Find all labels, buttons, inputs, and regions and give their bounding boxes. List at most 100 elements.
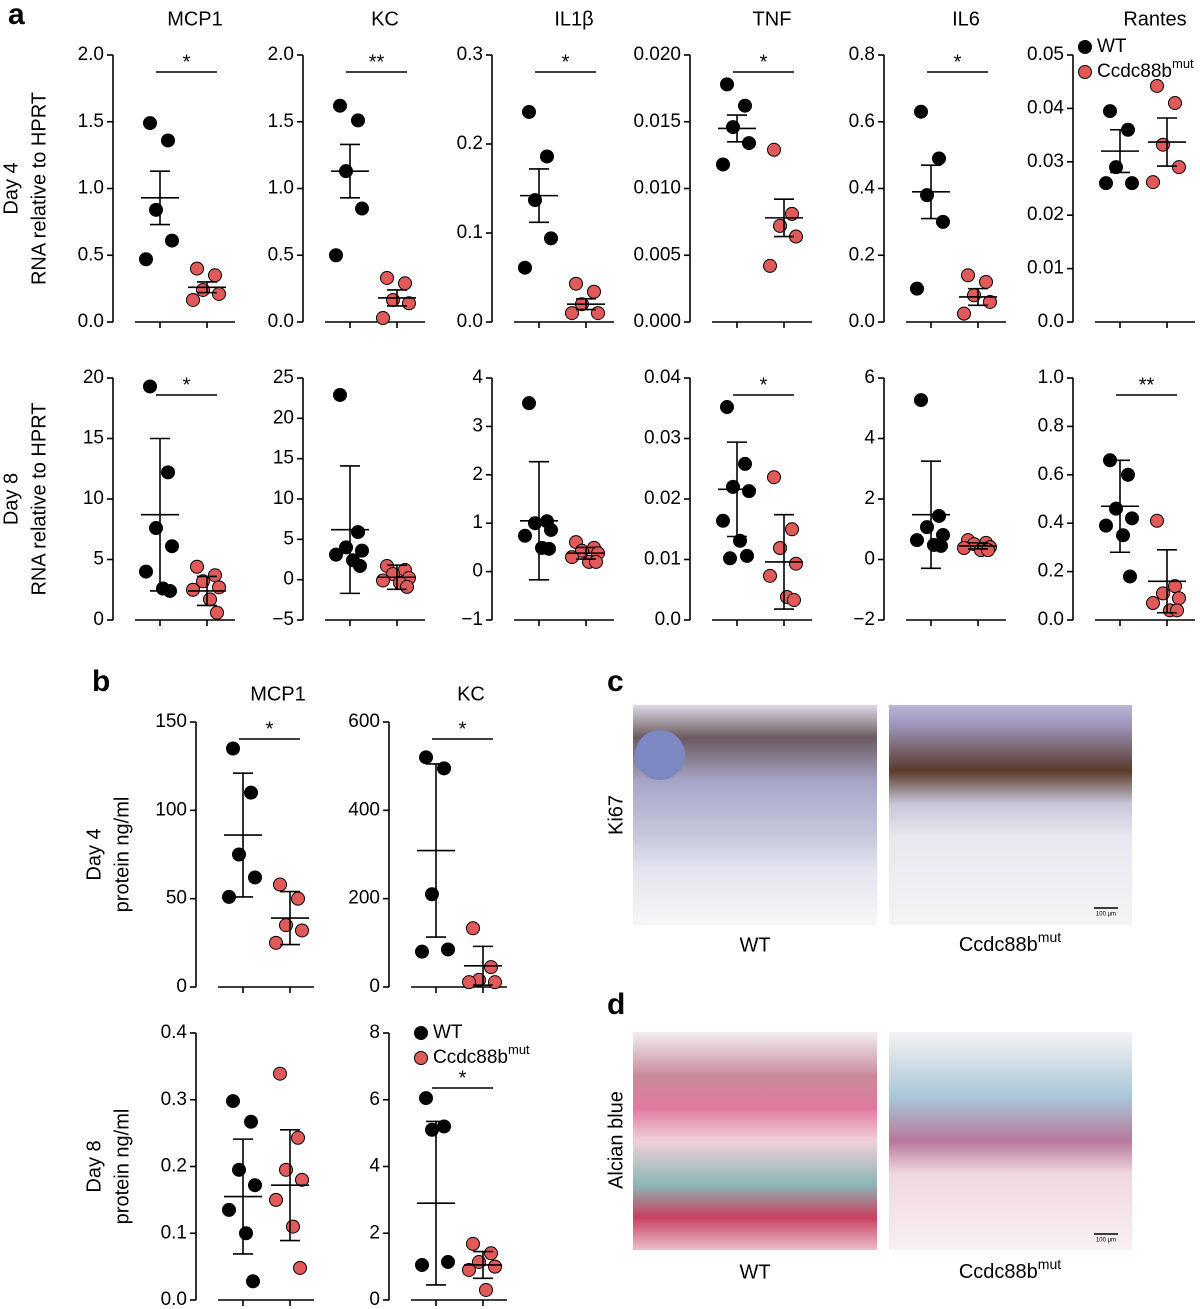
data-point xyxy=(244,1114,258,1129)
data-point xyxy=(910,533,924,548)
y-tick-label: 0.0 xyxy=(849,311,875,332)
y-axis-label: Day 4 xyxy=(83,828,105,880)
data-point xyxy=(190,559,204,574)
y-tick-label: 0.2 xyxy=(849,244,875,265)
y-tick-label: 0.03 xyxy=(644,428,681,449)
data-point xyxy=(248,1178,262,1193)
y-tick-label: 400 xyxy=(348,799,380,820)
y-tick-label: 0.4 xyxy=(849,178,876,199)
data-point xyxy=(380,270,394,285)
data-point xyxy=(239,1226,253,1241)
data-point xyxy=(139,564,153,579)
y-tick-label: 0.0 xyxy=(1038,609,1064,630)
data-point xyxy=(742,484,756,499)
panel-letter: c xyxy=(607,665,624,698)
y-tick-label: 0.4 xyxy=(1038,512,1065,533)
data-point xyxy=(293,1260,307,1275)
legend-label: Ccdc88bmut xyxy=(433,1042,530,1068)
image-caption: WT xyxy=(739,934,770,956)
significance-label: * xyxy=(183,374,191,396)
y-tick-label: −5 xyxy=(272,609,294,630)
y-tick-label: 0.2 xyxy=(1038,561,1064,582)
y-tick-label: 0.020 xyxy=(633,44,681,65)
significance-label: * xyxy=(760,51,768,73)
data-point xyxy=(936,214,950,229)
y-tick-label: 0 xyxy=(369,1289,380,1309)
data-point xyxy=(295,1172,309,1187)
data-point xyxy=(1125,511,1139,526)
data-point xyxy=(273,1066,287,1081)
y-axis-label: Day 8 xyxy=(0,473,22,525)
data-point xyxy=(190,261,204,276)
micrograph xyxy=(889,1032,1132,1250)
data-point xyxy=(246,1274,260,1289)
data-point xyxy=(143,379,157,394)
y-tick-label: 0.0 xyxy=(457,311,483,332)
y-tick-label: 15 xyxy=(273,448,294,469)
y-tick-label: 0.010 xyxy=(633,178,681,199)
y-tick-label: 10 xyxy=(83,488,104,509)
data-point xyxy=(716,157,730,172)
data-point xyxy=(248,870,262,885)
significance-label: * xyxy=(266,718,274,740)
y-tick-label: 0 xyxy=(472,561,483,582)
legend-text: WT xyxy=(433,1022,463,1043)
y-tick-label: 50 xyxy=(166,888,187,909)
data-point xyxy=(415,944,429,959)
y-tick-label: 10 xyxy=(273,488,294,509)
data-point xyxy=(351,525,365,540)
y-tick-label: 0.015 xyxy=(633,111,681,132)
data-point xyxy=(720,400,734,415)
data-point xyxy=(376,573,390,588)
y-tick-label: 6 xyxy=(864,367,875,388)
legend-text: WT xyxy=(1097,36,1127,57)
chart-title: KC xyxy=(457,683,485,705)
y-tick-label: 0.1 xyxy=(161,1222,187,1243)
y-tick-label: 8 xyxy=(369,1022,380,1043)
data-point xyxy=(742,136,756,151)
data-point xyxy=(143,116,157,131)
legend-marker xyxy=(1078,65,1092,79)
legend-sup: mut xyxy=(508,1042,530,1057)
data-point xyxy=(484,960,498,975)
y-tick-label: 600 xyxy=(348,711,380,732)
y-tick-label: 0.000 xyxy=(633,311,681,332)
data-point xyxy=(723,551,737,566)
data-point xyxy=(479,1282,493,1297)
image-caption: Ccdc88bmut xyxy=(959,929,1061,957)
data-point xyxy=(400,579,414,594)
data-point xyxy=(1123,569,1137,584)
data-point xyxy=(333,98,347,113)
y-tick-label: 0.8 xyxy=(1038,415,1064,436)
y-tick-label: 0.005 xyxy=(633,244,681,265)
data-point xyxy=(208,568,222,583)
data-point xyxy=(910,281,924,296)
y-tick-label: 0 xyxy=(93,609,104,630)
significance-label: ** xyxy=(369,51,385,73)
micrograph xyxy=(633,1032,877,1250)
y-tick-label: 0.8 xyxy=(849,44,875,65)
chart-title: IL6 xyxy=(952,8,980,30)
data-point xyxy=(466,1236,480,1251)
y-tick-label: 0.04 xyxy=(644,367,681,388)
y-tick-label: 0.0 xyxy=(655,609,681,630)
legend-label: Ccdc88bmut xyxy=(1097,56,1194,82)
data-point xyxy=(398,276,412,291)
data-point xyxy=(210,605,224,620)
y-tick-label: 25 xyxy=(273,367,294,388)
data-point xyxy=(1116,528,1130,543)
data-point xyxy=(1103,104,1117,119)
y-axis-label: RNA relative to HPRT xyxy=(28,402,50,595)
y-tick-label: 20 xyxy=(83,367,104,388)
data-point xyxy=(139,252,153,267)
y-tick-label: 0.0 xyxy=(78,311,104,332)
data-point xyxy=(518,260,532,275)
data-point xyxy=(186,582,200,597)
y-tick-label: 1.0 xyxy=(1038,367,1064,388)
data-point xyxy=(932,151,946,166)
y-tick-label: 3 xyxy=(472,415,483,436)
caption-text: Ccdc88b xyxy=(959,1261,1038,1283)
data-point xyxy=(961,268,975,283)
data-point xyxy=(1099,518,1113,533)
